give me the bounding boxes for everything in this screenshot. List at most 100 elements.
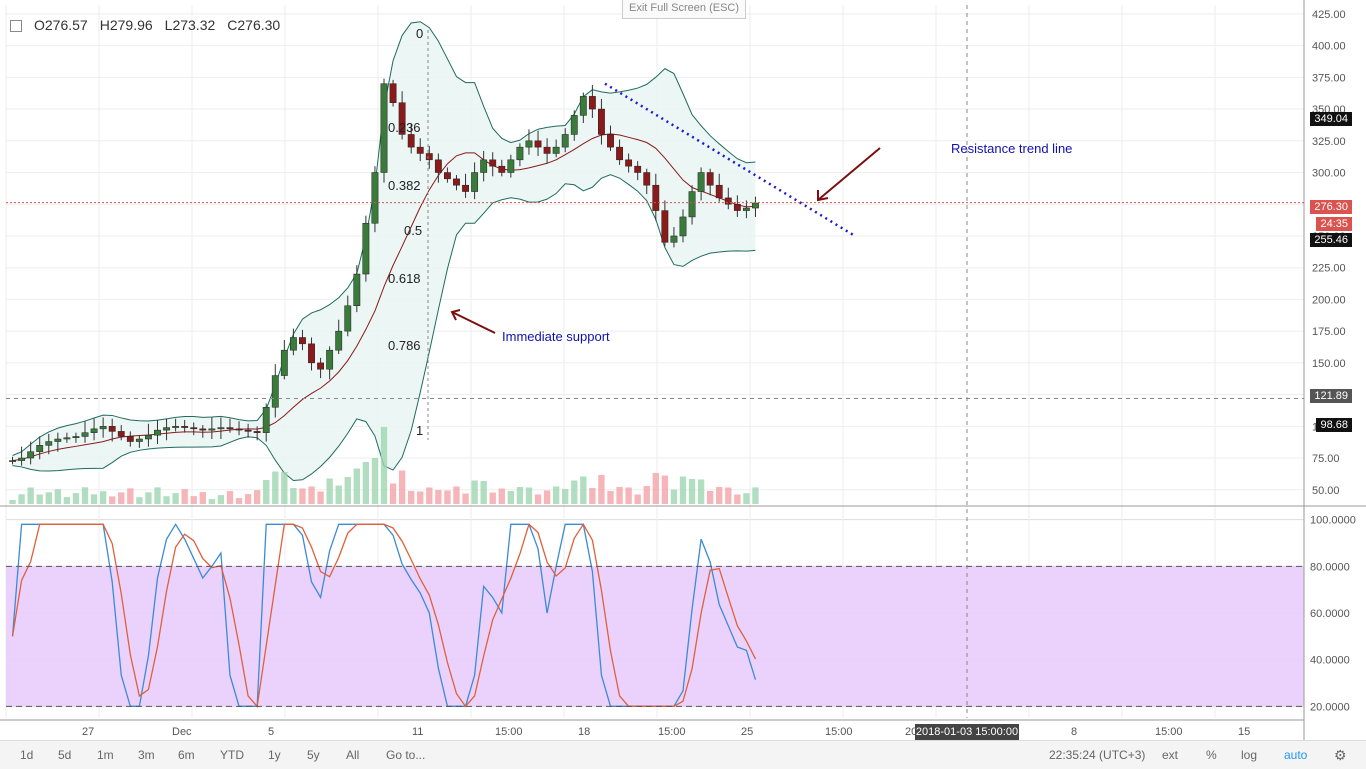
volume-bar — [263, 480, 270, 504]
volume-bar — [344, 477, 351, 504]
candle-body — [652, 184, 660, 211]
volume-bar — [525, 487, 533, 504]
volume-bar — [661, 475, 669, 504]
candle-body — [516, 146, 524, 161]
candle-body — [398, 102, 406, 135]
candle-body — [217, 427, 225, 430]
time-tick-label: 5 — [268, 726, 274, 738]
volume-bar — [290, 488, 297, 504]
volume-bar — [580, 476, 587, 504]
candle-body — [552, 146, 560, 154]
fib-level-0618: 0.618 — [388, 271, 421, 286]
candle-body — [126, 436, 134, 442]
price-tick-label: 50.00 — [1312, 485, 1340, 497]
candle-body — [579, 96, 587, 116]
volume-bar — [743, 493, 750, 504]
time-tick-label: 11 — [412, 726, 423, 738]
volume-bar — [9, 500, 16, 504]
range-ytd[interactable]: YTD — [220, 748, 244, 762]
volume-bar — [643, 486, 650, 504]
candle-body — [9, 460, 16, 462]
osc-tick-label: 20.0000 — [1310, 701, 1350, 713]
candle-body — [507, 159, 515, 173]
candle-body — [752, 202, 759, 209]
resistance-annotation: Resistance trend line — [951, 141, 1073, 156]
candle-body — [289, 337, 297, 351]
volume-bar — [471, 480, 478, 504]
volume-bar — [552, 486, 560, 504]
lower-price-tag: 98.68 — [1316, 418, 1352, 432]
volume-bar — [54, 489, 62, 504]
range-1d[interactable]: 1d — [20, 748, 34, 762]
candle-body — [453, 178, 460, 186]
price-tick-label: 375.00 — [1312, 72, 1346, 84]
collapse-icon[interactable] — [10, 20, 22, 32]
candle-body — [145, 434, 152, 440]
log-toggle[interactable]: log — [1241, 748, 1258, 762]
volume-bar — [190, 496, 197, 504]
goto-button[interactable]: Go to... — [386, 748, 426, 762]
bottom-toolbar: 1d 5d 1m 3m 6m YTD 1y 5y All Go to... 22… — [0, 740, 1366, 769]
open-value: O276.57 — [34, 17, 88, 33]
last-price-tag: 276.30 — [1310, 200, 1352, 214]
volume-bar — [118, 492, 125, 504]
exit-full-screen-button[interactable]: Exit Full Screen (ESC) — [622, 0, 747, 19]
time-tick-label: 25 — [741, 726, 753, 738]
candle-body — [344, 305, 352, 332]
volume-bar — [444, 490, 451, 504]
range-1m[interactable]: 1m — [97, 748, 114, 762]
volume-bar — [398, 470, 406, 504]
volume-bar — [534, 494, 542, 504]
candle-body — [154, 429, 161, 436]
osc-tick-label: 80.0000 — [1310, 561, 1350, 573]
range-5d[interactable]: 5d — [58, 748, 72, 762]
volume-bar — [598, 475, 605, 504]
candle-body — [45, 441, 53, 446]
candle-body — [416, 146, 424, 154]
drawings — [450, 82, 881, 334]
candle-body — [679, 216, 687, 237]
volume-bar — [199, 492, 206, 504]
volume-bar — [634, 494, 641, 504]
candle-body — [135, 438, 143, 442]
range-6m[interactable]: 6m — [178, 748, 195, 762]
range-1y[interactable]: 1y — [268, 748, 281, 762]
resistance-price-tag: 349.04 — [1310, 112, 1352, 126]
percent-toggle[interactable]: % — [1206, 748, 1217, 762]
volume-bar — [507, 491, 515, 504]
fib-level-0236: 0.236 — [388, 120, 421, 135]
osc-tick-label: 100.0000 — [1310, 515, 1356, 527]
candle-body — [163, 427, 170, 431]
price-tick-label: 200.00 — [1312, 294, 1346, 306]
auto-toggle[interactable]: auto — [1284, 748, 1308, 762]
volume-bar — [426, 487, 433, 504]
low-value: L273.32 — [164, 17, 216, 33]
range-all[interactable]: All — [346, 748, 360, 762]
candle-body — [715, 184, 723, 199]
candle-body — [706, 172, 714, 186]
fib-level-0786: 0.786 — [388, 338, 421, 353]
volume-bar — [353, 468, 360, 504]
volume-bar — [208, 499, 216, 504]
volume-bar — [516, 487, 524, 504]
candle-body — [625, 159, 633, 167]
candle-body — [697, 172, 705, 192]
osc-tick-label: 60.0000 — [1310, 608, 1350, 620]
volume-bar — [272, 471, 279, 504]
candle-body — [570, 115, 578, 135]
volume-bar — [706, 491, 714, 504]
volume-bar — [371, 458, 379, 504]
gear-icon[interactable]: ⚙ — [1334, 747, 1347, 763]
time-tick-label: 18 — [578, 726, 590, 738]
volume-bar — [697, 479, 705, 504]
range-5y[interactable]: 5y — [307, 748, 320, 762]
candle-body — [543, 146, 551, 154]
fib-level-1: 1 — [416, 423, 424, 438]
candle-body — [742, 207, 750, 211]
candle-body — [362, 223, 370, 275]
candle-body — [199, 428, 207, 431]
ext-toggle[interactable]: ext — [1162, 748, 1179, 762]
candle-body — [99, 426, 107, 430]
range-3m[interactable]: 3m — [138, 748, 155, 762]
